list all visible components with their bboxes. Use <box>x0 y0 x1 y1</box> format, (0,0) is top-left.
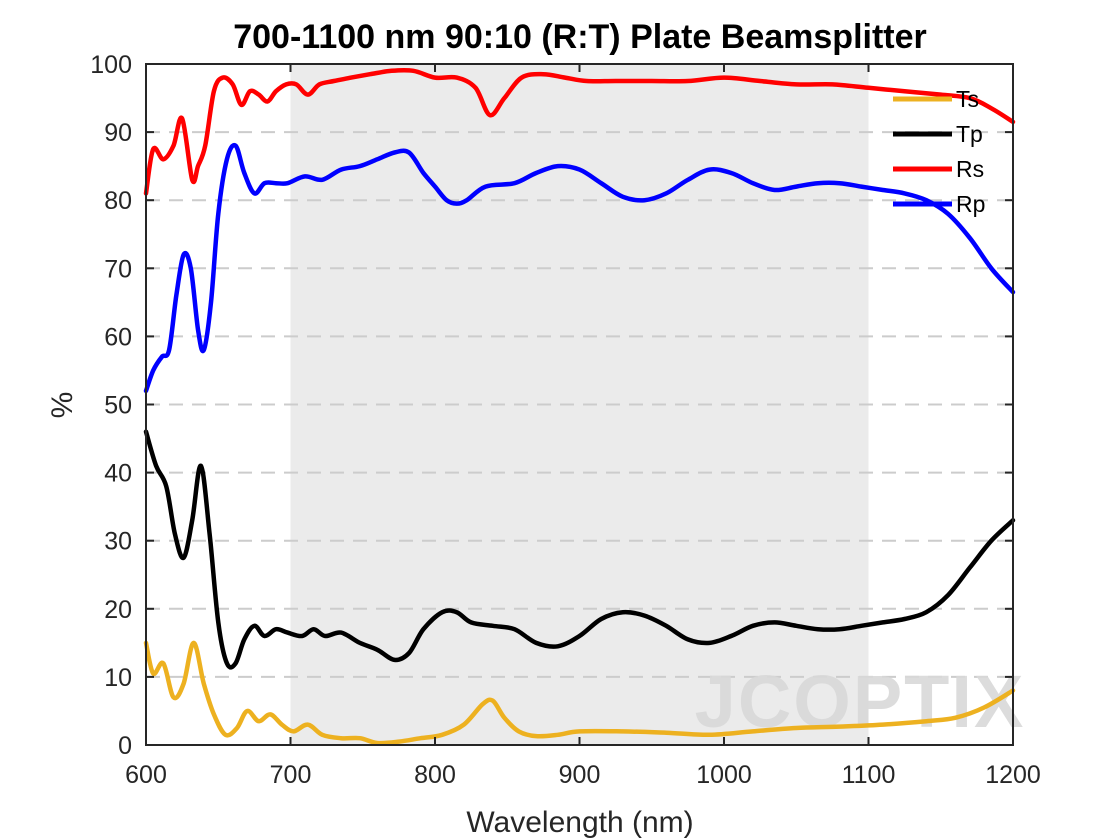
x-tick-label: 600 <box>125 761 167 789</box>
y-axis-label: % <box>46 392 79 419</box>
legend-label-rs: Rs <box>956 156 984 182</box>
x-tick-label: 1000 <box>696 761 752 789</box>
y-tick-label: 40 <box>104 460 132 488</box>
y-tick-label: 30 <box>104 528 132 556</box>
y-tick-label: 20 <box>104 596 132 624</box>
y-tick-label: 60 <box>104 323 132 351</box>
axis-ticks: 600 700 800 900 1000 1100 1200 0 10 20 30 40 50 60 70 8… <box>90 51 1041 789</box>
x-tick-label: 1100 <box>842 761 896 789</box>
gridlines <box>146 131 1013 678</box>
series-line-rs <box>143 67 1016 196</box>
y-tick-label: 0 <box>118 732 132 760</box>
x-tick-label: 1200 <box>985 761 1041 789</box>
y-tick-label: 50 <box>104 392 132 420</box>
series-lines <box>143 67 1016 746</box>
x-tick-label: 900 <box>559 761 601 789</box>
y-tick-label: 10 <box>104 664 132 692</box>
series-line-tp <box>143 429 1016 670</box>
legend-label-ts: Ts <box>956 86 979 112</box>
x-tick-label: 800 <box>414 761 456 789</box>
legend-label-tp: Tp <box>956 121 983 147</box>
legend-label-rp: Rp <box>956 191 985 217</box>
chart-title: 700-1100 nm 90:10 (R:T) Plate Beamsplitt… <box>233 18 927 56</box>
watermark-logo: JCOPTIX <box>695 660 1026 743</box>
x-tick-label: 700 <box>270 761 312 789</box>
y-tick-label: 80 <box>104 187 132 215</box>
legend: Ts Tp Rs Rp <box>893 86 985 217</box>
series-line-ts <box>143 640 1016 746</box>
y-tick-label: 100 <box>90 51 132 79</box>
x-axis-label: Wavelength (nm) <box>466 806 693 839</box>
y-tick-label: 90 <box>104 119 132 147</box>
series-line-rp <box>143 142 1016 394</box>
y-tick-label: 70 <box>104 255 132 283</box>
